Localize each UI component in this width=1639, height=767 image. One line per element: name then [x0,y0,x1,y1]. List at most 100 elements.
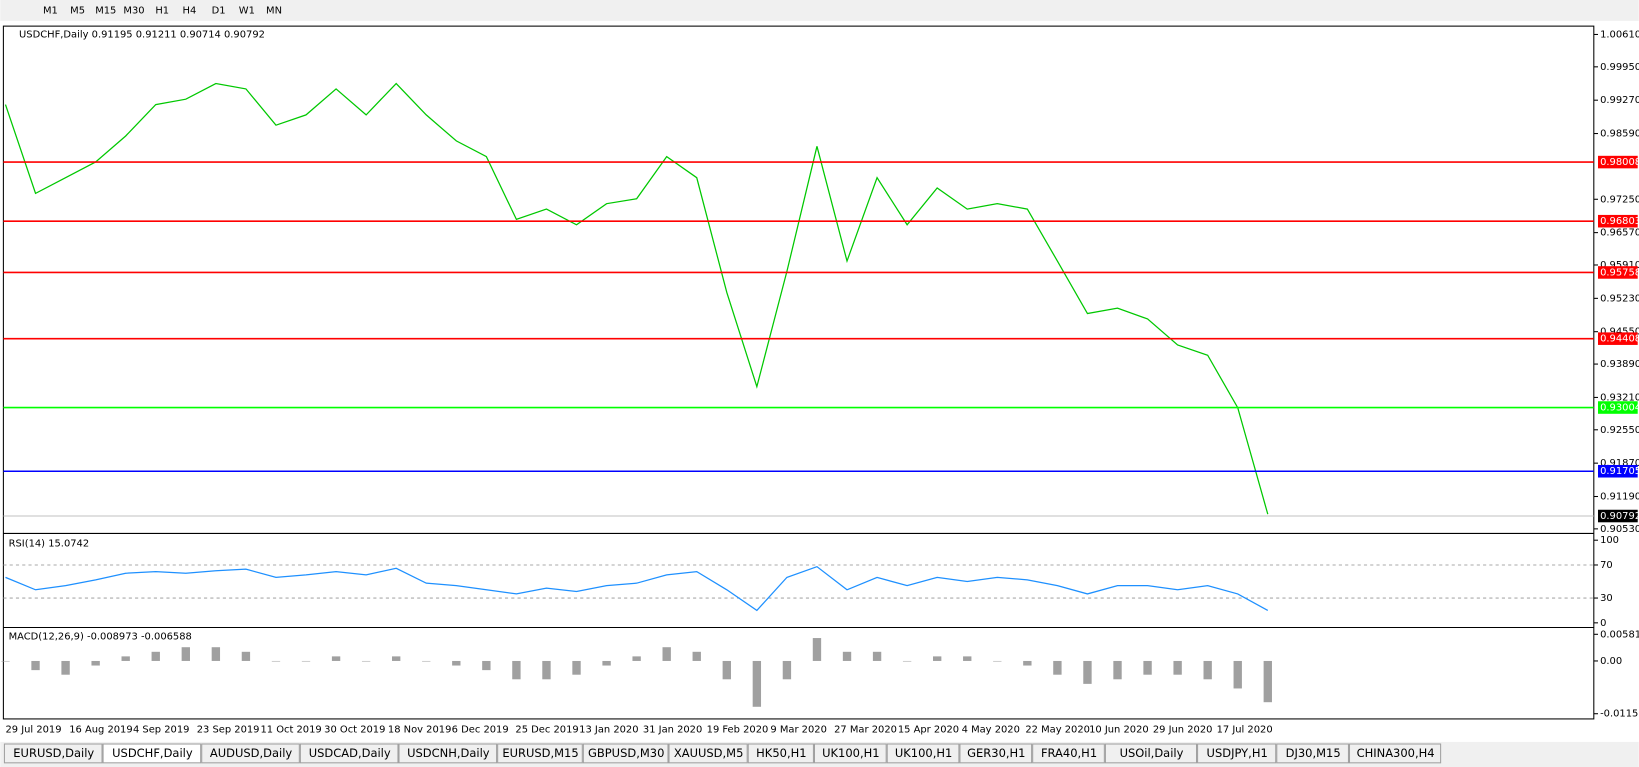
macd-bar [722,660,731,680]
y-tick-label: 100 [1600,535,1619,546]
y-tick-label: 0 [1600,618,1606,629]
timeframe-button[interactable]: M1 [43,5,58,16]
macd-bar [31,660,40,671]
tab[interactable] [201,743,300,764]
tab[interactable] [959,743,1033,764]
chart-header: USDCHF,Daily 0.91195 0.91211 0.90714 0.9… [19,29,265,40]
tab-label[interactable]: USDCNH,Daily [407,746,490,760]
tab-label[interactable]: EURUSD,Daily [13,746,94,760]
macd-bar [542,660,551,680]
y-tick-label: 30 [1600,593,1613,604]
macd-bar [963,656,972,661]
tab-label[interactable]: USOil,Daily [1120,746,1184,760]
timeframe-button[interactable]: H4 [183,5,197,16]
timeframe-button[interactable]: D1 [212,5,226,16]
macd-header: MACD(12,26,9) -0.008973 -0.006588 [9,631,192,642]
date-label: 11 Oct 2019 [260,724,321,735]
tab[interactable] [886,743,960,764]
series-line [4,82,1269,515]
level-label: 0.95758 [1600,267,1639,278]
tab[interactable] [813,743,887,764]
tab[interactable] [1348,743,1442,764]
tab[interactable] [497,743,583,764]
date-label: 15 Apr 2020 [898,724,959,735]
macd-bar [1263,660,1272,703]
timeframe-button[interactable]: M5 [70,5,85,16]
level-label: 0.98008 [1600,157,1639,168]
tab-label[interactable]: FRA40,H1 [1041,746,1097,760]
tab[interactable] [299,743,399,764]
timeframe-button[interactable]: MN [266,5,282,16]
tab-label[interactable]: GER30,H1 [967,746,1025,760]
tab-label[interactable]: CHINA300,H4 [1357,746,1435,760]
macd-bar [692,651,701,661]
tab-label[interactable]: HK50,H1 [756,746,806,760]
date-label: 27 Mar 2020 [834,724,897,735]
tab-label[interactable]: USDCHF,Daily [112,746,193,760]
tab[interactable] [102,743,202,764]
tab-label[interactable]: USDJPY,H1 [1207,746,1268,760]
tab-label[interactable]: UK100,H1 [895,746,952,760]
macd-bar [452,660,461,666]
macd-bar [1,660,10,662]
y-tick-label: 0.00 [1600,656,1622,667]
y-tick-label: 0.96570 [1600,228,1639,239]
tab-label[interactable]: DJ30,M15 [1286,746,1341,760]
tab-label[interactable]: XAUUSD,M5 [674,746,744,760]
current-price-label: 0.90792 [1600,511,1639,522]
timeframe-button[interactable]: W1 [239,5,255,16]
toolbar [0,0,1639,21]
macd-bar [422,660,431,662]
timeframe-button[interactable]: M30 [123,5,144,16]
tab[interactable] [1104,743,1198,764]
tab-label[interactable]: USDCAD,Daily [309,746,391,760]
date-label: 9 Mar 2020 [770,724,827,735]
y-tick-label: 0.93890 [1600,359,1639,370]
timeframe-button[interactable]: H1 [155,5,169,16]
y-tick-label: 1.00610 [1600,29,1639,40]
tab-label[interactable]: AUDUSD,Daily [210,746,293,760]
date-label: 25 Dec 2019 [515,724,578,735]
tab[interactable] [747,743,814,764]
y-tick-label: 0.91190 [1600,492,1639,503]
macd-bar [151,651,160,661]
tab-label[interactable]: UK100,H1 [822,746,879,760]
tab[interactable] [3,743,103,764]
level-label-box [1597,214,1638,228]
date-label: 29 Jul 2019 [5,724,61,735]
y-tick-label: 0.94550 [1600,327,1639,338]
date-label: 10 Jun 2020 [1089,724,1149,735]
y-tick-label: 0.92550 [1600,425,1639,436]
tab[interactable] [582,743,669,764]
timeframe-button[interactable]: M15 [95,5,116,16]
tab-label[interactable]: GBPUSD,M30 [588,746,664,760]
rsi-header: RSI(14) 15.0742 [9,538,90,549]
macd-bar [632,656,641,661]
date-label: 18 Nov 2019 [388,724,451,735]
level-label-box [1597,266,1638,279]
tab[interactable] [1032,743,1105,764]
tab[interactable] [398,743,498,764]
tab[interactable] [1197,743,1277,764]
tab[interactable] [1276,743,1349,764]
date-label: 4 Sep 2019 [133,724,189,735]
tab[interactable] [668,743,748,764]
y-tick-label: 0.97250 [1600,194,1639,205]
macd-bar [842,651,852,661]
y-tick-label: 0.90530 [1600,524,1639,535]
date-label: 29 Jun 2020 [1153,724,1213,735]
macd-bar [572,660,581,675]
tab-label[interactable]: EURUSD,M15 [502,746,578,760]
macd-bar [301,660,311,662]
date-label: 4 May 2020 [962,724,1020,735]
macd-bar [392,656,401,661]
macd-bar [782,660,792,680]
y-tick-label: 0.99950 [1600,62,1639,73]
current-price-box [1597,509,1638,523]
macd-bar [812,638,822,661]
macd-bar [181,647,190,661]
y-tick-label: 0.95910 [1600,260,1639,271]
macd-bar [482,660,491,671]
